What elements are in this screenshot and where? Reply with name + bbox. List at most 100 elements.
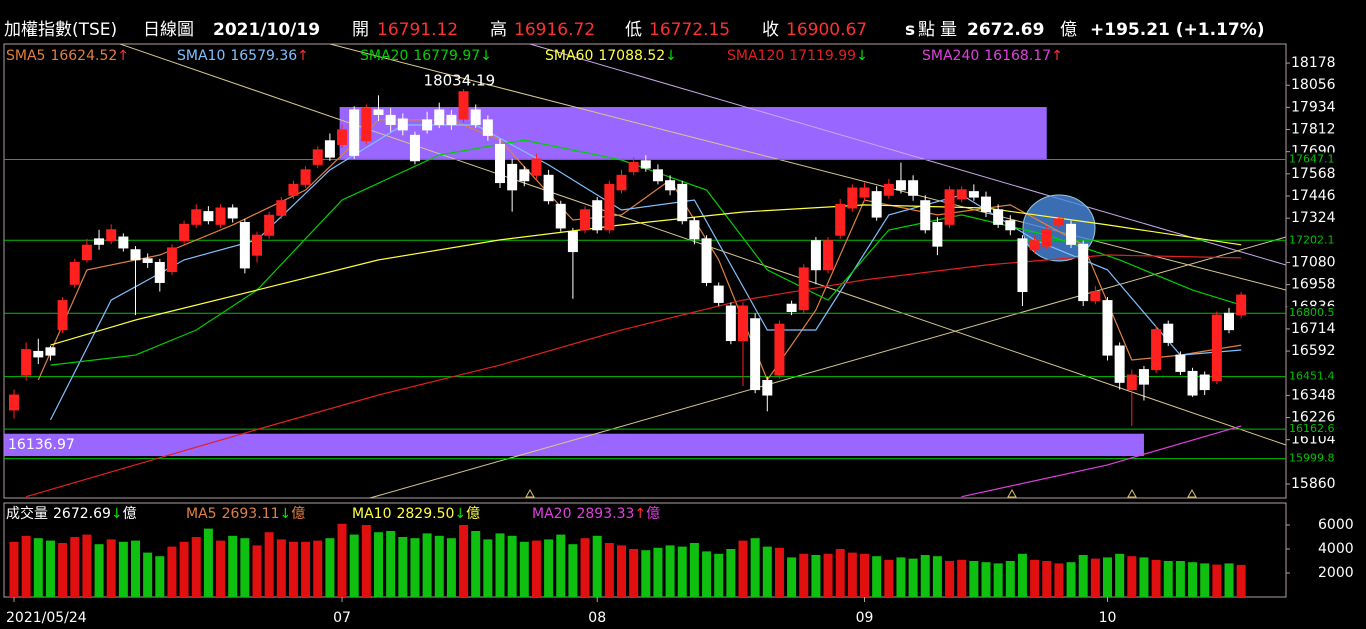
volume-bar xyxy=(665,545,675,597)
low-value: 16772.15 xyxy=(649,20,730,40)
candle-body xyxy=(1017,238,1028,293)
volume-bar xyxy=(969,560,979,597)
candle-body xyxy=(859,187,870,198)
candle-body xyxy=(944,189,955,225)
volume-bar xyxy=(410,538,420,597)
candle-body xyxy=(1236,294,1247,316)
volume-bar xyxy=(1005,560,1015,597)
level-label-bg xyxy=(1287,233,1365,248)
volume-bar xyxy=(872,556,882,597)
volume-bar xyxy=(726,548,736,597)
candle-body xyxy=(130,249,141,261)
volume-bar xyxy=(1224,563,1234,597)
x-tick-label: 08 xyxy=(588,610,606,626)
y-tick-label: 17324 xyxy=(1291,210,1336,226)
candle-body xyxy=(1041,229,1052,247)
volume-bar xyxy=(617,545,626,597)
candle-body xyxy=(458,91,469,120)
highlight-circle xyxy=(1022,194,1096,262)
legend-item: 成交量 2672.69↓億 xyxy=(6,505,137,522)
volume-bar xyxy=(604,542,614,597)
volume-bar xyxy=(738,540,748,597)
candle-body xyxy=(798,267,809,311)
volume-bar xyxy=(835,548,845,597)
level-label-bg xyxy=(1287,451,1365,466)
volume-bar xyxy=(1066,562,1076,597)
legend-arrow: ↓ xyxy=(665,48,677,64)
marker xyxy=(1187,488,1197,498)
volume-bar xyxy=(1042,560,1052,597)
candle-body xyxy=(1199,374,1210,391)
candle-body xyxy=(616,174,627,191)
legend-name: MA10 xyxy=(352,506,391,522)
candle-body xyxy=(738,305,748,342)
level-label-bg xyxy=(1287,152,1365,167)
markers xyxy=(525,488,1197,498)
candle-body xyxy=(750,318,761,391)
y-tick-label: 17080 xyxy=(1291,254,1336,270)
volume-bar xyxy=(337,523,347,597)
high-value: 16916.72 xyxy=(514,20,595,40)
candle-body xyxy=(701,238,712,283)
volume-bar xyxy=(58,542,68,597)
candle-body xyxy=(689,220,700,240)
marker xyxy=(1127,488,1137,498)
y-tick-label: 17812 xyxy=(1291,122,1336,138)
candle-body xyxy=(1151,329,1162,371)
candle-body xyxy=(665,180,676,191)
volume-bar xyxy=(349,534,359,597)
candle-body xyxy=(1163,323,1174,343)
candle-body xyxy=(1224,312,1234,331)
candle-body xyxy=(847,187,858,209)
candle-body xyxy=(324,140,335,158)
candle-body xyxy=(349,109,360,156)
volume-bar xyxy=(398,536,408,597)
change: +195.21 (+1.17%) xyxy=(1090,20,1265,40)
candle-body xyxy=(932,222,943,247)
y-tick-label: 16714 xyxy=(1291,321,1336,337)
candle-body xyxy=(604,183,615,231)
volume-bar xyxy=(787,557,797,597)
legend-name: SMA10 xyxy=(177,48,225,64)
candle-body xyxy=(337,129,348,145)
high-annotation: 18034.19 xyxy=(424,72,496,90)
volume-bar xyxy=(1078,554,1088,597)
candle-body xyxy=(191,209,202,225)
volume-bar xyxy=(1236,564,1246,597)
candle-body xyxy=(276,200,287,216)
legend-name: MA20 xyxy=(532,506,571,522)
volume-bar xyxy=(1139,557,1149,597)
volume-bar xyxy=(884,559,894,597)
unit: 點 xyxy=(918,20,935,40)
legend-value: 2829.50 xyxy=(396,506,454,522)
volume-bar xyxy=(507,535,517,597)
volume-tick-label: 2000 xyxy=(1318,565,1354,581)
volume-bar xyxy=(1054,563,1064,597)
volume-bar xyxy=(592,535,602,597)
volume-value: 2672.69 xyxy=(967,20,1044,40)
low-label: 低 xyxy=(625,20,642,40)
candle-body xyxy=(580,209,591,231)
x-tick-label: 10 xyxy=(1099,610,1117,626)
volume-bar xyxy=(167,546,177,597)
level-label-bg xyxy=(1287,369,1365,384)
y-tick-label: 16226 xyxy=(1291,410,1336,426)
volume-bar xyxy=(1175,560,1185,597)
legend-unit: 億 xyxy=(646,506,660,522)
marker xyxy=(525,488,535,498)
legend-item: MA20 2893.33↑億 xyxy=(532,506,660,522)
candle-body xyxy=(1187,370,1198,396)
candle-body xyxy=(142,258,153,263)
volume-bar xyxy=(131,540,140,597)
candle-body xyxy=(409,134,420,162)
period: 日線圖 xyxy=(143,20,194,40)
volume-bar xyxy=(1017,553,1027,597)
candle-body xyxy=(507,163,518,191)
legend-arrow: ↑ xyxy=(297,48,309,64)
candle-body xyxy=(106,229,117,242)
y-tick-label: 18056 xyxy=(1291,77,1336,93)
volume-bar xyxy=(1151,559,1161,597)
volume-tick-label: 6000 xyxy=(1318,517,1354,533)
volume-bar xyxy=(301,541,311,597)
candle-body xyxy=(920,200,931,231)
